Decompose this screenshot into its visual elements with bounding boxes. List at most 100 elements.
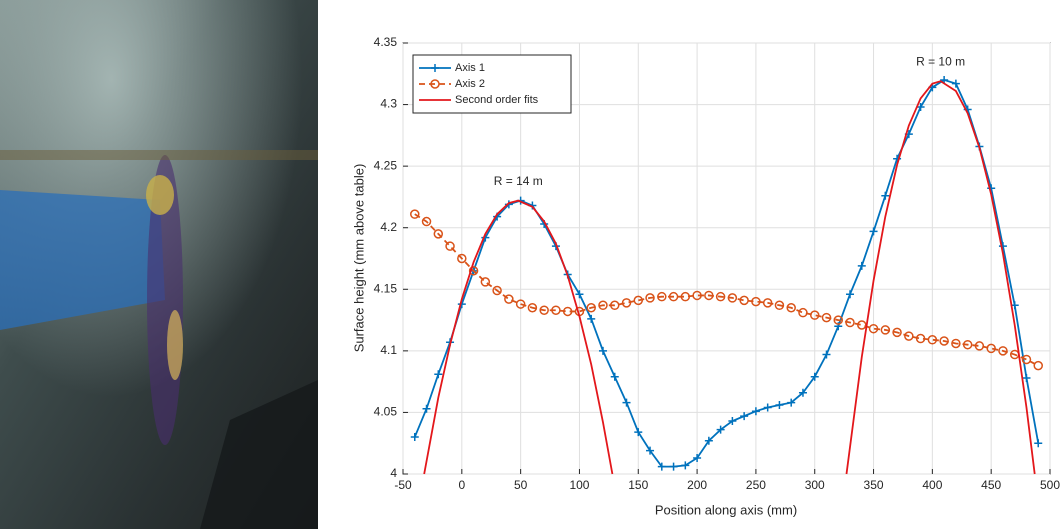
marker-circle (986, 343, 996, 354)
x-tick-label: 100 (569, 478, 589, 492)
marker-circle (598, 300, 608, 311)
marker-plus (657, 462, 666, 471)
x-tick-label: 450 (981, 478, 1001, 492)
marker-plus (575, 290, 584, 299)
marker-circle (892, 327, 902, 338)
marker-plus (775, 401, 784, 410)
marker-circle (504, 294, 514, 304)
marker-circle (762, 298, 773, 308)
marker-circle (774, 300, 785, 311)
marker-circle (868, 323, 879, 334)
x-tick-label: 500 (1040, 478, 1060, 492)
marker-circle (492, 285, 502, 296)
x-axis-label: Position along axis (mm) (655, 502, 797, 517)
marker-circle (539, 305, 549, 315)
marker-circle (915, 333, 926, 344)
marker-circle (457, 253, 467, 264)
marker-plus (422, 404, 431, 413)
marker-circle (657, 291, 667, 302)
legend-marker (431, 64, 439, 72)
marker-circle (857, 320, 867, 330)
marker-circle (809, 310, 820, 320)
annotation: R = 14 m (494, 174, 543, 188)
marker-plus (610, 372, 619, 381)
marker-circle (880, 325, 891, 335)
y-tick-label: 4.2 (380, 220, 397, 234)
marker-circle (786, 303, 796, 313)
marker-circle (609, 300, 620, 311)
x-tick-label: 300 (805, 478, 825, 492)
legend-marker (430, 79, 440, 89)
marker-plus (810, 372, 819, 381)
marker-plus (751, 407, 760, 416)
marker-plus (704, 436, 713, 445)
marker-plus (716, 425, 725, 434)
marker-circle (704, 290, 714, 301)
marker-circle (927, 335, 938, 345)
x-tick-label: 200 (687, 478, 707, 492)
marker-circle (421, 216, 432, 227)
series-line (414, 213, 1039, 367)
legend-label: Axis 1 (455, 62, 485, 74)
marker-circle (739, 295, 749, 306)
marker-circle (645, 293, 655, 303)
marker-circle (1033, 360, 1043, 371)
marker-plus (916, 103, 925, 112)
marker-circle (586, 303, 596, 313)
y-tick-label: 4.15 (374, 281, 398, 295)
x-tick-label: 350 (864, 478, 884, 492)
legend-box (412, 54, 572, 114)
marker-plus (693, 453, 702, 462)
marker-circle (668, 291, 679, 302)
y-tick-label: 4.25 (374, 158, 398, 172)
marker-plus (622, 398, 631, 407)
marker-circle (1021, 354, 1032, 365)
marker-plus (951, 79, 960, 88)
x-tick-label: 0 (458, 478, 465, 492)
marker-plus (669, 462, 678, 471)
marker-circle (951, 338, 961, 349)
marker-circle (962, 339, 973, 350)
marker-circle (445, 241, 455, 251)
marker-plus (681, 461, 690, 470)
y-tick-label: 4 (390, 466, 397, 480)
legend-label: Axis 2 (455, 78, 485, 90)
marker-circle (751, 296, 761, 307)
marker-plus (1034, 439, 1043, 448)
marker-circle (680, 291, 691, 302)
marker-circle (515, 299, 526, 309)
marker-plus (846, 290, 855, 299)
marker-circle (527, 303, 538, 313)
marker-circle (904, 331, 914, 341)
marker-circle (833, 315, 844, 325)
x-tick-label: 250 (746, 478, 766, 492)
series-line (423, 80, 1036, 475)
photo (0, 0, 318, 529)
grid (402, 42, 1051, 475)
marker-circle (821, 312, 832, 323)
marker-plus (728, 417, 737, 426)
marker-circle (998, 346, 1008, 356)
annotation: R = 10 m (916, 54, 965, 68)
marker-plus (634, 428, 643, 437)
marker-plus (434, 370, 443, 379)
y-tick-label: 4.05 (374, 405, 398, 419)
marker-circle (727, 293, 738, 303)
legend: Axis 1 Axis 2 Second order fits (412, 54, 572, 114)
marker-plus (787, 398, 796, 407)
marker-plus (881, 191, 890, 200)
x-tick-label: 150 (628, 478, 648, 492)
marker-plus (740, 412, 749, 421)
x-tick-label: 400 (922, 478, 942, 492)
y-tick-label: 4.1 (380, 343, 397, 357)
marker-circle (468, 266, 479, 276)
legend-label: Second order fits (455, 94, 539, 106)
y-tick-label: 4.35 (374, 35, 398, 49)
x-tick-label: 50 (514, 478, 528, 492)
marker-plus (869, 227, 878, 236)
marker-circle (410, 209, 420, 219)
marker-plus (598, 346, 607, 355)
marker-circle (798, 307, 808, 318)
marker-plus (763, 403, 772, 412)
marker-circle (633, 295, 644, 306)
